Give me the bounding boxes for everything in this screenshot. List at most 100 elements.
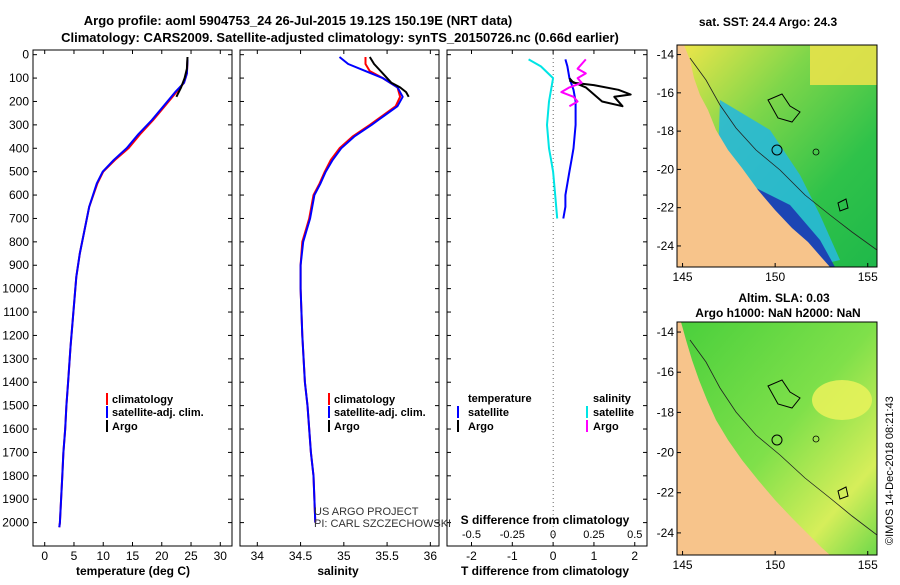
sst-map-title: sat. SST: 24.4 Argo: 24.3 bbox=[699, 15, 838, 29]
y-tick-label: 300 bbox=[9, 118, 29, 132]
x-tick-label: 2 bbox=[631, 549, 638, 563]
sla-high-patch bbox=[812, 380, 872, 420]
y-tick-label: 1600 bbox=[2, 422, 29, 436]
sla-map-subtitle: Argo h1000: NaN h2000: NaN bbox=[695, 306, 860, 320]
sst-map-frame bbox=[676, 44, 878, 268]
map-y-tick-label: -22 bbox=[657, 486, 675, 500]
map-y-tick-label: -20 bbox=[657, 446, 675, 460]
map-x-tick-label: 145 bbox=[673, 558, 693, 572]
legend-satellite-label: satellite-adj. clim. bbox=[334, 407, 426, 419]
x-tick-label: 1 bbox=[591, 549, 598, 563]
difference-top-axis-label: S difference from climatology bbox=[461, 513, 630, 527]
y-tick-label: 100 bbox=[9, 71, 29, 85]
legend-climatology-label: climatology bbox=[334, 394, 396, 406]
figure-title-line-1: Argo profile: aoml 5904753_24 26-Jul-201… bbox=[84, 13, 512, 28]
x-tick-label: 25 bbox=[184, 549, 198, 563]
y-tick-label: 1000 bbox=[2, 282, 29, 296]
map-x-tick-label: 145 bbox=[673, 270, 693, 284]
salinity-legend: climatology satellite-adj. clim. Argo bbox=[328, 393, 426, 433]
sla-reef-outline bbox=[767, 379, 801, 409]
temperature-x-axis-label: temperature (deg C) bbox=[76, 564, 190, 578]
x-tick-label: 35 bbox=[337, 549, 351, 563]
difference-legend: temperature satellite Argo salinity sate… bbox=[457, 393, 634, 433]
legend-t-argo-label: Argo bbox=[468, 421, 494, 433]
map-x-tick-label: 155 bbox=[858, 558, 878, 572]
y-tick-label: 800 bbox=[9, 235, 29, 249]
x-tick-label: 36 bbox=[424, 549, 438, 563]
series-line-climatology bbox=[299, 57, 402, 523]
map-x-tick-label: 150 bbox=[765, 558, 785, 572]
top-x-tick-label: 0.5 bbox=[627, 529, 642, 541]
x-tick-label: -1 bbox=[507, 549, 518, 563]
temperature-legend: climatology satellite-adj. clim. Argo bbox=[106, 393, 204, 433]
series-line-argo bbox=[175, 56, 189, 98]
x-tick-label: 20 bbox=[155, 549, 169, 563]
y-tick-label: 400 bbox=[9, 141, 29, 155]
salinity-chart: 34 34.5 35 35.5 36 bbox=[240, 50, 439, 563]
x-tick-label: 0 bbox=[41, 549, 48, 563]
salinity-panel-frame bbox=[239, 49, 440, 547]
y-tick-label: 1200 bbox=[2, 328, 29, 342]
sst-reef-ring bbox=[771, 144, 783, 156]
map-y-tick-label: -16 bbox=[657, 365, 675, 379]
imos-timestamp: ©IMOS 14-Dec-2018 08:21:43 bbox=[884, 396, 896, 545]
sla-reef-ring bbox=[771, 434, 783, 446]
series-line-t-argo bbox=[568, 77, 632, 108]
series-line-argo bbox=[368, 56, 410, 98]
figure-title-line-2: Climatology: CARS2009. Satellite-adjuste… bbox=[61, 30, 619, 45]
difference-chart: -2 -1 0 1 2-0.5 -0.25 0 0.25 0.5 bbox=[447, 50, 647, 563]
y-tick-label: 700 bbox=[9, 211, 29, 225]
top-x-tick-label: -0.5 bbox=[462, 529, 481, 541]
y-tick-label: 0 bbox=[22, 48, 29, 62]
sst-reef-outline-2 bbox=[837, 198, 849, 212]
sla-map-frame bbox=[676, 321, 878, 556]
legend-temperature-title: temperature bbox=[468, 393, 532, 405]
temperature-chart: 0100200300400500600700800900100011001200… bbox=[2, 48, 232, 563]
difference-x-axis-label: T difference from climatology bbox=[461, 564, 629, 578]
sla-land bbox=[677, 322, 830, 555]
y-tick-label: 2000 bbox=[2, 516, 29, 530]
series-line-s-satellite bbox=[528, 58, 559, 219]
map-y-tick-label: -18 bbox=[657, 124, 675, 138]
sla-map-title: Altim. SLA: 0.03 bbox=[738, 291, 830, 305]
sst-land bbox=[677, 45, 830, 267]
sst-reef-outline bbox=[767, 93, 801, 123]
series-line-climatology bbox=[58, 59, 189, 528]
y-tick-label: 1500 bbox=[2, 399, 29, 413]
map-x-tick-label: 155 bbox=[858, 270, 878, 284]
project-credit: US ARGO PROJECT bbox=[314, 506, 419, 518]
pi-credit: PI: CARL SZCZECHOWSKI bbox=[314, 518, 451, 530]
x-tick-label: 0 bbox=[550, 549, 557, 563]
x-tick-label: 5 bbox=[71, 549, 78, 563]
sst-map bbox=[676, 44, 878, 268]
sla-reef-ring-small bbox=[812, 435, 820, 443]
y-tick-label: 1100 bbox=[3, 305, 29, 319]
y-tick-label: 200 bbox=[9, 94, 29, 108]
legend-t-satellite-label: satellite bbox=[468, 407, 509, 419]
y-tick-label: 1700 bbox=[2, 445, 29, 459]
x-tick-label: 34.5 bbox=[289, 549, 313, 563]
y-tick-label: 1400 bbox=[2, 375, 29, 389]
salinity-x-axis-label: salinity bbox=[317, 564, 359, 578]
map-y-tick-label: -22 bbox=[657, 201, 675, 215]
sst-warm-patch bbox=[810, 45, 877, 85]
map-y-tick-label: -16 bbox=[657, 86, 675, 100]
sla-map bbox=[676, 321, 878, 556]
series-line-satellite-adj-clim- bbox=[58, 59, 189, 528]
difference-panel-frame bbox=[446, 49, 648, 547]
map-tick-labels: 145 150 155 -14 -16 -18 -20 -22 -24 145 150 155 -14 -… bbox=[657, 48, 878, 572]
map-y-tick-label: -14 bbox=[657, 48, 675, 62]
sla-isobath bbox=[689, 339, 877, 536]
y-tick-label: 1300 bbox=[2, 352, 29, 366]
x-tick-label: 15 bbox=[126, 549, 140, 563]
x-tick-label: 34 bbox=[251, 549, 265, 563]
sst-reef-ring-small bbox=[812, 148, 820, 156]
x-tick-label: 35.5 bbox=[375, 549, 399, 563]
map-y-tick-label: -20 bbox=[657, 162, 675, 176]
x-tick-label: 30 bbox=[214, 549, 228, 563]
series-line-satellite-adj-clim- bbox=[299, 56, 404, 523]
y-tick-label: 500 bbox=[9, 165, 29, 179]
legend-salinity-title: salinity bbox=[593, 393, 632, 405]
